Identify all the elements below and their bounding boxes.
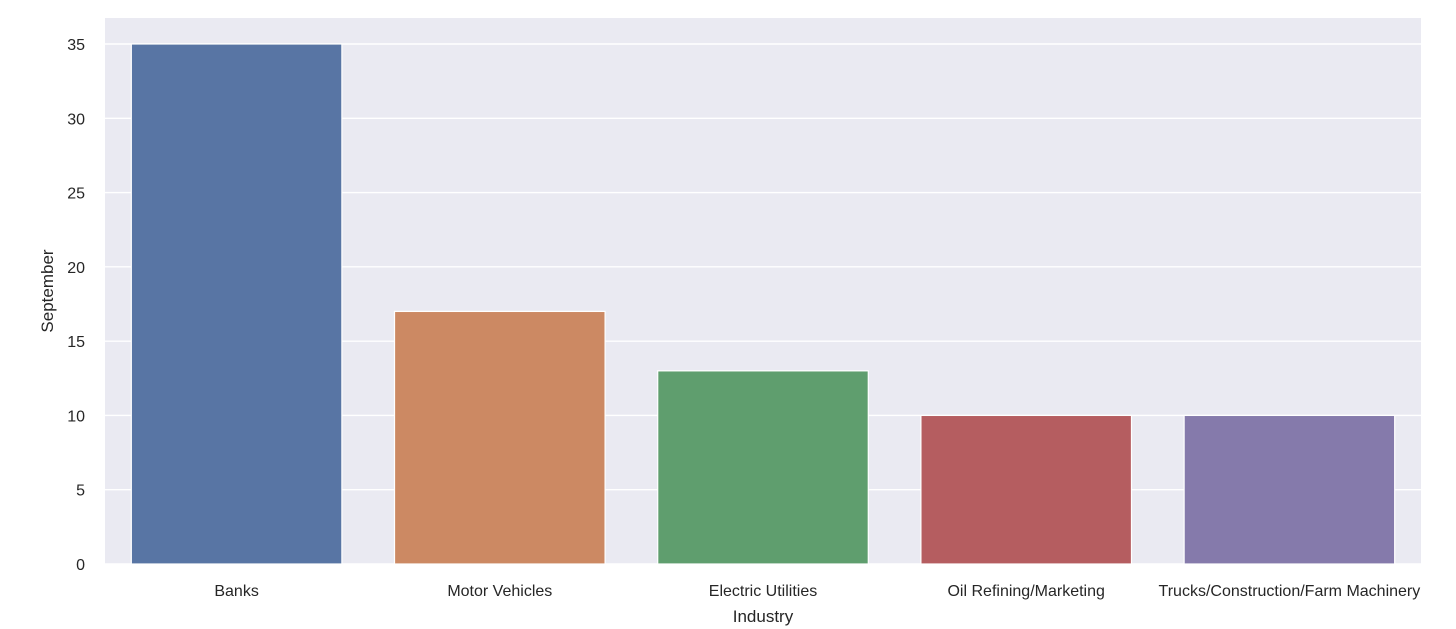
x-tick-label: Banks (214, 583, 258, 600)
y-tick-label: 10 (67, 408, 85, 425)
bar-oil-refining-marketing (920, 414, 1133, 565)
y-tick-label: 25 (67, 186, 85, 203)
y-tick-label: 0 (76, 557, 85, 574)
bar-electric-utilities (657, 370, 869, 565)
x-tick-label: Electric Utilities (709, 583, 817, 600)
x-tick-label: Trucks/Construction/Farm Machinery (1159, 583, 1421, 600)
x-axis-label: Industry (733, 607, 794, 626)
bar-motor-vehicles (393, 310, 606, 565)
y-axis-ticks: 0 5 10 15 20 25 30 35 (67, 37, 85, 574)
y-tick-label: 15 (67, 334, 85, 351)
bars (130, 43, 1396, 565)
y-tick-label: 30 (67, 111, 85, 128)
y-tick-label: 35 (67, 37, 85, 54)
x-axis-ticks: Banks Motor Vehicles Electric Utilities Oil… (214, 583, 1420, 600)
y-axis-label: September (38, 249, 57, 332)
y-tick-label: 5 (76, 483, 85, 500)
bar-trucks-construction-farm-machinery (1183, 414, 1396, 565)
x-tick-label: Oil Refining/Marketing (947, 583, 1104, 600)
bar-banks (130, 43, 343, 565)
x-tick-label: Motor Vehicles (447, 583, 552, 600)
y-tick-label: 20 (67, 260, 85, 277)
